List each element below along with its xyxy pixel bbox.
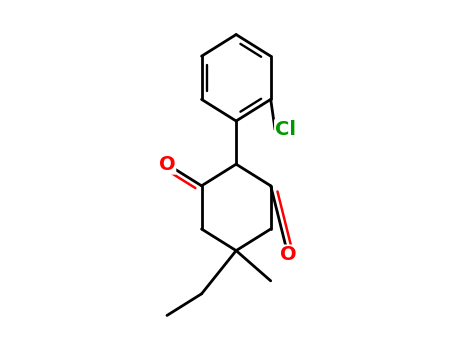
Text: O: O <box>159 155 175 174</box>
Text: O: O <box>280 245 296 265</box>
Text: Cl: Cl <box>275 120 296 139</box>
